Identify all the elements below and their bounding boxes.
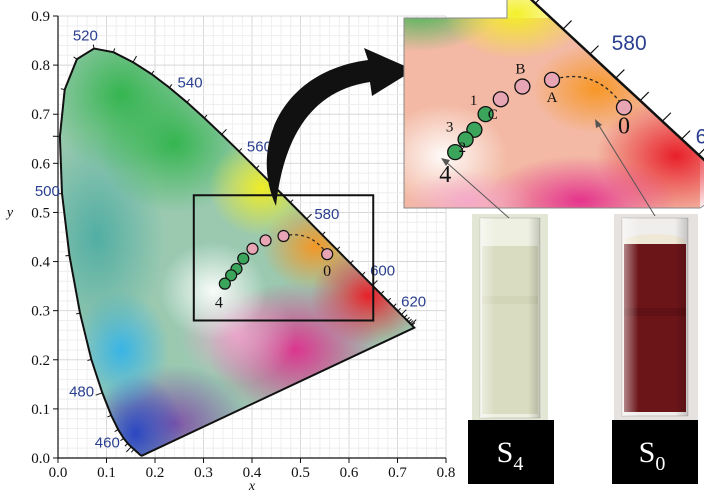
y-tick-label: 0.3 bbox=[31, 304, 50, 320]
x-tick-label: 0.1 bbox=[97, 465, 116, 481]
wavelength-label: 500 bbox=[35, 183, 60, 200]
data-point bbox=[218, 277, 231, 290]
sample-S0-label: S0 bbox=[639, 436, 666, 475]
sample-S0-label-box bbox=[612, 420, 698, 484]
wavelength-ticks bbox=[52, 44, 417, 453]
inset-point-labels: 0 A B C1 23 4 bbox=[439, 62, 630, 189]
zoom-arrow bbox=[266, 48, 414, 206]
zoom-region-box bbox=[192, 194, 375, 322]
x-tick-label: 0.3 bbox=[194, 465, 213, 481]
inset-wavelength-ticks bbox=[534, 0, 704, 156]
y-tick-label: 0.6 bbox=[31, 156, 50, 172]
inset-data-point bbox=[457, 131, 474, 148]
x-axis-label: x bbox=[248, 479, 256, 494]
x-tick-labels: 0.0 0.1 0.2 0.3 0.4 0.5 0.6 0.7 0.8 bbox=[49, 458, 456, 481]
y-tick-label: 0.0 bbox=[31, 451, 50, 467]
inset-point-label: 2 bbox=[459, 140, 467, 156]
inset-data-point bbox=[447, 143, 464, 161]
spectral-locus-outline bbox=[58, 47, 417, 457]
sample-S4-label-box bbox=[468, 420, 554, 484]
x-tick-label: 0.6 bbox=[340, 465, 359, 481]
wavelength-label: 620 bbox=[401, 294, 426, 311]
y-tick-label: 0.1 bbox=[31, 402, 50, 418]
data-point bbox=[277, 229, 290, 243]
y-axis-label: y bbox=[5, 205, 14, 220]
inset-data-point bbox=[477, 105, 494, 123]
sample-S4-label: S4 bbox=[497, 436, 524, 475]
x-tick-label: 0.0 bbox=[49, 465, 68, 481]
inset-point-label: 0 bbox=[618, 113, 630, 139]
pointer-line-S0 bbox=[597, 123, 656, 217]
wavelength-labels: 460 480 500 520 540 560 580 600 620 bbox=[35, 27, 426, 451]
data-points bbox=[218, 229, 334, 290]
wavelength-label: 580 bbox=[314, 206, 339, 223]
zoom-inset: 580 600 0 A B C1 23 4 bbox=[403, 0, 704, 209]
trajectory-dashed-line bbox=[283, 234, 328, 255]
data-point bbox=[259, 234, 272, 247]
data-point bbox=[246, 242, 259, 255]
inset-data-points bbox=[447, 71, 633, 161]
y-tick-labels: 0.0 0.1 0.2 0.3 0.4 0.5 0.6 0.7 0.8 0.9 bbox=[31, 9, 58, 467]
x-tick-label: 0.7 bbox=[388, 465, 407, 481]
y-tick-label: 0.8 bbox=[31, 58, 50, 74]
wavelength-label: 600 bbox=[370, 262, 395, 279]
point-label: 4 bbox=[215, 295, 223, 312]
inset-data-point bbox=[514, 78, 531, 95]
x-tick-label: 0.5 bbox=[291, 465, 310, 481]
point-label: 0 bbox=[323, 263, 331, 280]
wavelength-label: 540 bbox=[178, 75, 203, 92]
pointer-line-S4 bbox=[445, 161, 510, 219]
inset-data-point bbox=[492, 91, 509, 108]
y-tick-label: 0.4 bbox=[31, 255, 50, 271]
data-point bbox=[237, 252, 250, 265]
inset-point-label: B bbox=[515, 62, 525, 78]
inset-point-label: 3 bbox=[446, 119, 454, 135]
inset-data-point bbox=[615, 99, 633, 116]
wavelength-label: 520 bbox=[73, 27, 98, 44]
inset-point-label: 1 bbox=[470, 93, 478, 109]
x-tick-label: 0.4 bbox=[243, 465, 262, 481]
inset-point-label: 4 bbox=[439, 162, 451, 188]
x-tick-label: 0.8 bbox=[437, 465, 456, 481]
y-tick-label: 0.7 bbox=[31, 107, 50, 123]
y-tick-label: 0.5 bbox=[31, 205, 50, 221]
inset-dashed-line bbox=[551, 76, 625, 108]
sample-vial-S0: S0 bbox=[612, 214, 698, 484]
wavelength-label: 460 bbox=[95, 434, 120, 451]
sample-vial-S4: S4 bbox=[468, 214, 554, 484]
inset-point-label: A bbox=[547, 90, 558, 106]
inset-wavelength-label: 600 bbox=[696, 125, 704, 148]
y-tick-label: 0.9 bbox=[31, 9, 50, 25]
inset-wavelength-label: 580 bbox=[612, 32, 647, 55]
wavelength-label: 560 bbox=[247, 139, 272, 156]
wavelength-label: 480 bbox=[69, 384, 94, 401]
inset-point-label: C bbox=[488, 107, 498, 123]
inset-wavelength-labels: 580 600 bbox=[612, 32, 704, 149]
y-tick-label: 0.2 bbox=[31, 353, 50, 369]
inset-data-point bbox=[543, 71, 561, 88]
data-point bbox=[321, 248, 334, 261]
point-labels: 04 bbox=[215, 263, 331, 311]
x-tick-label: 0.2 bbox=[146, 465, 165, 481]
data-point bbox=[225, 269, 238, 282]
